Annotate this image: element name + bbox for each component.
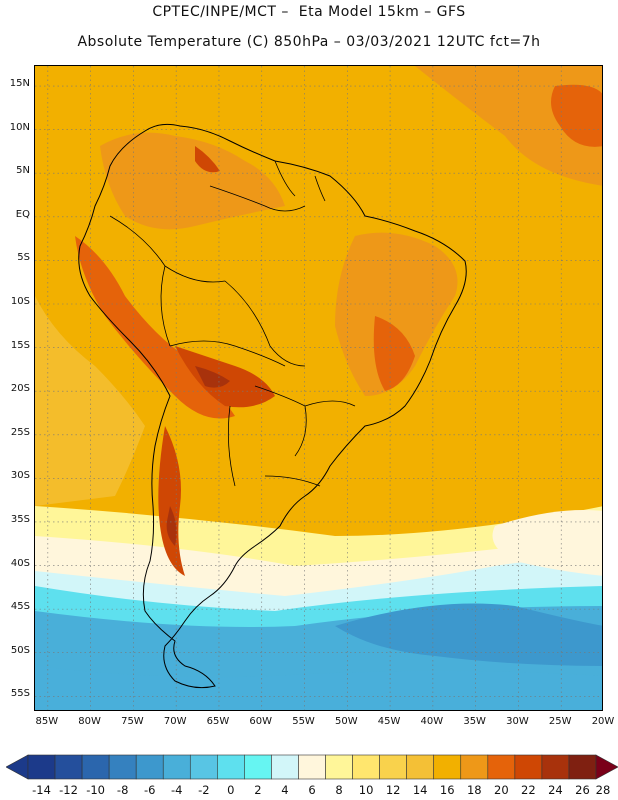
colorbar-swatch	[568, 754, 597, 780]
colorbar-swatch	[54, 754, 83, 780]
lat-label: 15N	[9, 78, 30, 90]
lon-label: 75W	[121, 716, 144, 727]
colorbar-label: 2	[254, 783, 262, 797]
lon-label: 40W	[420, 716, 444, 727]
venezuela-hot	[195, 146, 220, 173]
colorbar-label: 8	[335, 783, 343, 797]
lat-label: EQ	[15, 208, 30, 220]
chile-hot	[158, 426, 185, 576]
colorbar-label: 26	[575, 783, 590, 797]
lat-label: 10N	[9, 121, 30, 133]
north-warm	[100, 132, 285, 230]
colorbar-swatch	[406, 754, 435, 780]
map-title: CPTEC/INPE/MCT – Eta Model 15km – GFS	[152, 4, 466, 20]
colorbar-swatch	[162, 754, 191, 780]
colorbar-label: 22	[521, 783, 536, 797]
colorbar-label: 6	[308, 783, 316, 797]
lon-label: 35W	[463, 716, 486, 727]
lon-label: 85W	[35, 716, 59, 727]
lon-label: 55W	[292, 716, 315, 727]
continent-outline	[78, 123, 467, 689]
colorbar-label: -14	[32, 783, 51, 797]
colorbar-label: -12	[59, 783, 78, 797]
temperature-map	[35, 66, 602, 710]
colorbar-label: 20	[494, 783, 509, 797]
colorbar-swatch	[108, 754, 137, 780]
lon-label: 70W	[163, 716, 187, 727]
colorbar-label: 0	[227, 783, 235, 797]
colorbar-label: 24	[548, 783, 563, 797]
chile-core	[166, 506, 177, 546]
brazil-hot	[373, 316, 415, 391]
colorbar-swatch	[244, 754, 272, 780]
lon-label: 45W	[377, 716, 401, 727]
colorbar-swatch	[135, 754, 164, 780]
lat-label: 35S	[10, 513, 30, 525]
lat-label: 50S	[10, 644, 30, 656]
colorbar-label: 16	[439, 783, 455, 797]
colorbar-label: -6	[143, 783, 156, 797]
colorbar-label: -2	[198, 783, 210, 797]
colorbar-swatch	[487, 754, 516, 780]
lon-label: 50W	[334, 716, 358, 727]
lon-label: 30W	[506, 716, 529, 727]
brazil-warm	[335, 232, 458, 396]
lon-label: 80W	[78, 716, 101, 727]
lat-label: 5S	[17, 252, 30, 264]
colorbar-swatch	[352, 754, 380, 780]
colorbar-label: 28	[595, 783, 611, 797]
band-south	[35, 666, 602, 710]
altiplano-core	[195, 366, 230, 388]
colorbar-swatch	[325, 754, 353, 780]
colorbar	[6, 754, 618, 780]
altiplano-hot	[175, 346, 275, 408]
lat-label: 55S	[10, 688, 30, 700]
band-neg6	[335, 603, 602, 666]
colorbar-swatch	[541, 754, 570, 780]
lon-label: 60W	[249, 716, 273, 727]
cool-pacific-patch	[35, 296, 145, 506]
graticule	[35, 66, 602, 710]
colorbar-label: -8	[116, 783, 129, 797]
colorbar-label: 18	[466, 783, 482, 797]
colorbar-swatch	[217, 754, 245, 780]
lat-label: 45S	[10, 601, 30, 613]
warm-ocean-core	[551, 84, 602, 147]
colorbar-swatch	[379, 754, 407, 780]
colorbar-label: 4	[281, 783, 289, 797]
lon-label: 65W	[206, 716, 230, 727]
colorbar-swatch	[271, 754, 299, 780]
colorbar-label: -10	[86, 783, 105, 797]
map-area	[34, 65, 603, 711]
colorbar-label: 14	[412, 783, 428, 797]
lat-label: 15S	[10, 339, 30, 351]
colorbar-swatch	[81, 754, 110, 780]
colorbar-swatch	[27, 754, 56, 780]
colorbar-high-arrow	[595, 754, 618, 780]
lat-label: 30S	[10, 470, 30, 482]
colorbar-swatch	[433, 754, 462, 780]
cream-patch	[492, 510, 602, 576]
colorbar-swatch	[189, 754, 218, 780]
lat-label: 10S	[10, 296, 30, 307]
colorbar-swatch	[298, 754, 326, 780]
map-subtitle: Absolute Temperature (C) 850hPa – 03/03/…	[77, 34, 541, 50]
lat-label: 20S	[10, 383, 30, 395]
colorbar-low-arrow	[6, 754, 29, 780]
colorbar-label: 12	[385, 783, 401, 797]
colorbar-swatch	[460, 754, 489, 780]
lat-label: 5N	[16, 165, 30, 177]
colorbar-label: -4	[171, 783, 183, 797]
lon-label: 20W	[591, 716, 615, 727]
lon-label: 25W	[548, 716, 572, 727]
lat-label: 25S	[10, 426, 30, 438]
country-borders	[109, 160, 356, 487]
colorbar-swatch	[514, 754, 543, 780]
colorbar-label: 10	[358, 783, 374, 797]
lat-label: 40S	[10, 557, 30, 569]
